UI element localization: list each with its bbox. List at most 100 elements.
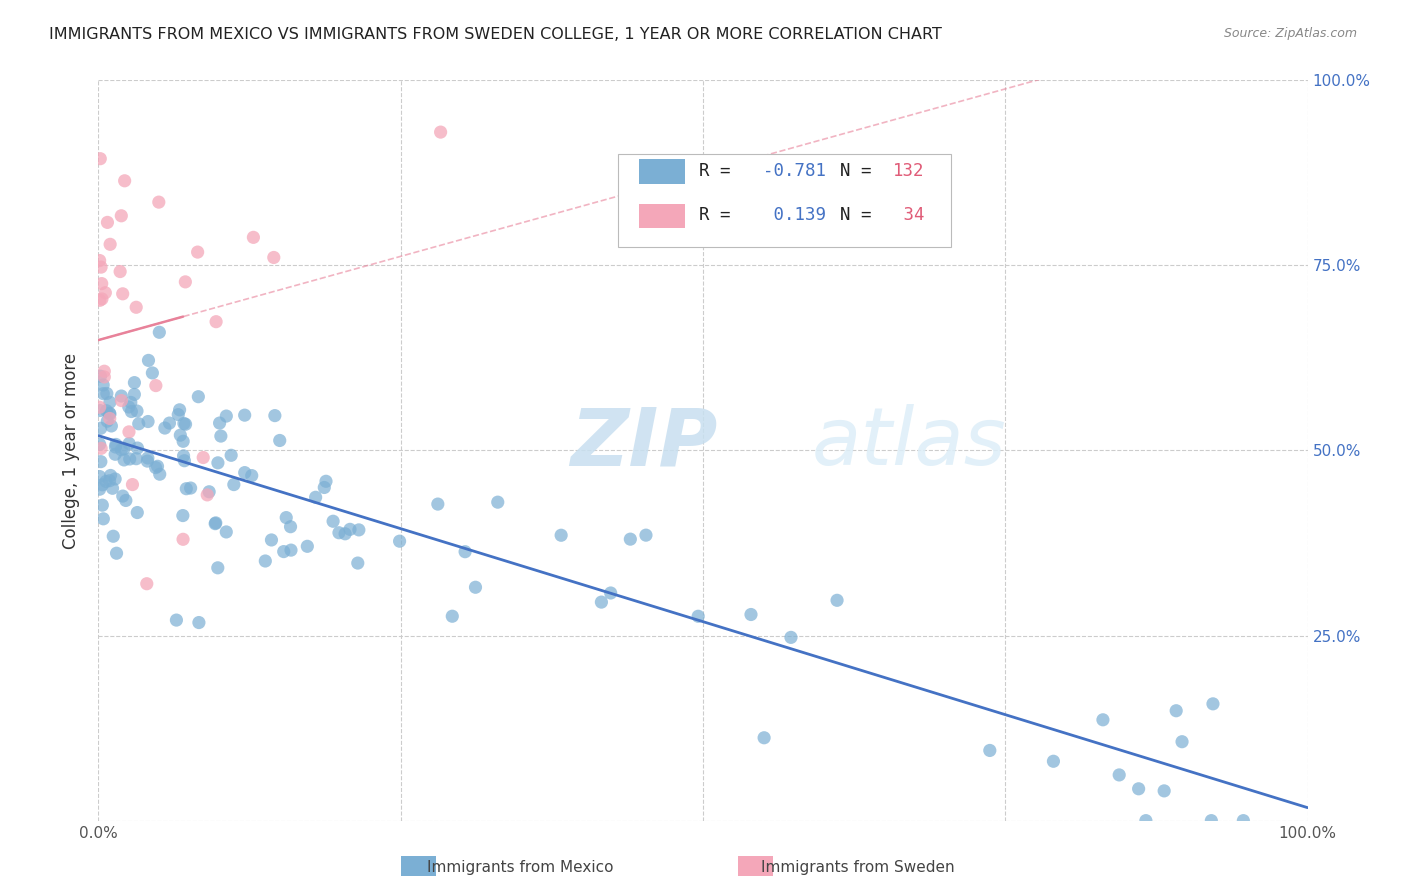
Point: [172, 434, 194, 449]
Point: [1153, 784, 1175, 798]
Text: N =: N =: [839, 206, 882, 224]
Point: [89, 403, 111, 417]
Point: [269, 434, 291, 448]
Text: 34: 34: [893, 206, 924, 224]
Point: [96, 386, 118, 401]
Point: [98, 395, 121, 409]
Point: [108, 264, 131, 278]
Point: [219, 448, 242, 462]
Point: [93, 370, 115, 384]
Point: [550, 528, 572, 542]
Point: [208, 416, 231, 430]
Point: [388, 534, 411, 549]
Text: Immigrants from Sweden: Immigrants from Sweden: [761, 860, 955, 874]
Point: [176, 482, 198, 496]
Point: [94, 285, 117, 300]
Point: [103, 529, 125, 543]
Point: [91, 386, 114, 401]
Point: [172, 508, 194, 523]
Point: [89, 437, 111, 451]
Point: [174, 417, 197, 432]
Point: [98, 237, 121, 252]
Point: [328, 525, 350, 540]
Point: [93, 512, 115, 526]
Point: [89, 469, 111, 483]
Point: [136, 454, 159, 468]
Point: [688, 609, 710, 624]
Point: [98, 407, 121, 421]
Point: [187, 245, 209, 260]
Point: [93, 364, 115, 378]
Point: [114, 174, 136, 188]
Point: [1128, 781, 1150, 796]
Point: [104, 440, 127, 454]
Point: [101, 481, 124, 495]
Bar: [638, 204, 685, 228]
Point: [127, 441, 149, 455]
Bar: [638, 160, 685, 184]
Point: [98, 406, 121, 420]
Point: [91, 477, 114, 491]
Point: [94, 475, 117, 489]
Point: [280, 543, 302, 558]
Point: [209, 429, 232, 443]
Text: Source: ZipAtlas.com: Source: ZipAtlas.com: [1223, 27, 1357, 40]
Point: [215, 524, 238, 539]
Point: [254, 554, 277, 568]
Text: 0.139: 0.139: [763, 206, 827, 224]
Point: [339, 522, 361, 536]
Point: [96, 414, 118, 428]
Point: [89, 401, 111, 415]
Point: [169, 428, 191, 442]
Point: [111, 286, 134, 301]
Point: [91, 498, 114, 512]
Point: [173, 417, 195, 431]
Point: [145, 378, 167, 392]
Point: [112, 453, 135, 467]
Point: [315, 475, 337, 489]
Text: -0.781: -0.781: [763, 162, 827, 180]
Point: [322, 514, 344, 528]
Point: [159, 416, 181, 430]
Point: [1108, 768, 1130, 782]
Point: [263, 409, 285, 423]
Point: [104, 447, 127, 461]
Point: [1232, 814, 1254, 828]
Point: [304, 490, 326, 504]
Point: [634, 528, 657, 542]
Text: atlas: atlas: [811, 404, 1007, 482]
Point: [173, 453, 195, 467]
Point: [125, 300, 148, 314]
Point: [187, 615, 209, 630]
Point: [98, 411, 121, 425]
Point: [187, 390, 209, 404]
Point: [346, 556, 368, 570]
Point: [118, 436, 141, 450]
Point: [260, 533, 283, 547]
Point: [90, 455, 112, 469]
Point: [135, 576, 157, 591]
Point: [173, 449, 195, 463]
Point: [146, 459, 169, 474]
Text: R =: R =: [699, 162, 741, 180]
Point: [89, 369, 111, 384]
Text: R =: R =: [699, 206, 741, 224]
Point: [127, 506, 149, 520]
Point: [118, 425, 141, 439]
Point: [100, 468, 122, 483]
Point: [118, 452, 141, 467]
Point: [120, 404, 142, 418]
Point: [138, 353, 160, 368]
Point: [752, 731, 775, 745]
Point: [96, 215, 118, 229]
Point: [233, 466, 256, 480]
Point: [333, 526, 356, 541]
Point: [207, 561, 229, 575]
Point: [174, 275, 197, 289]
Point: [118, 400, 141, 414]
Text: Immigrants from Mexico: Immigrants from Mexico: [427, 860, 613, 874]
Point: [193, 450, 215, 465]
Y-axis label: College, 1 year or more: College, 1 year or more: [62, 352, 80, 549]
Point: [263, 251, 285, 265]
Point: [619, 532, 641, 546]
